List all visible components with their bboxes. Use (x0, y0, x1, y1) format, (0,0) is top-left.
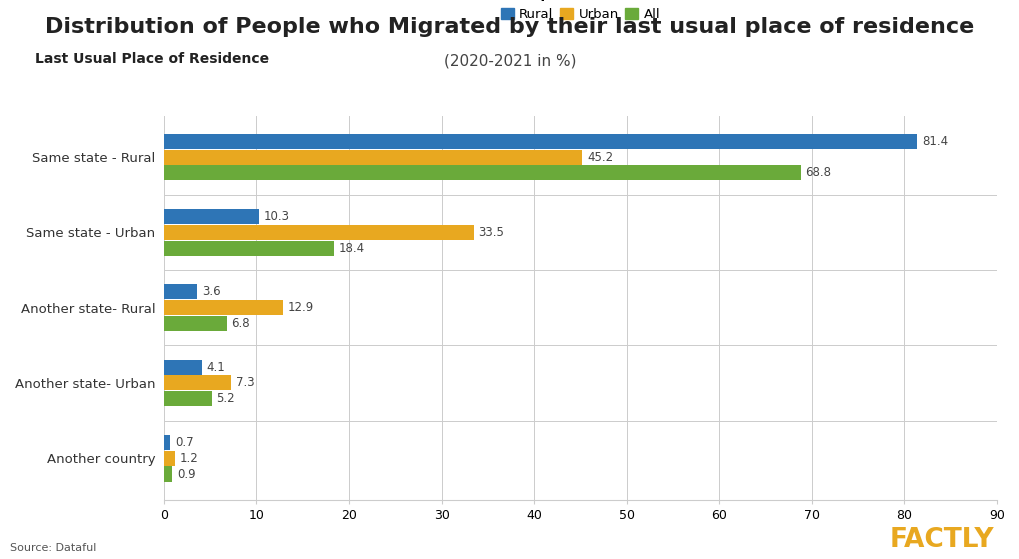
Bar (164, 391, 212, 406)
Bar (164, 209, 259, 224)
Text: 68.8: 68.8 (805, 167, 830, 179)
Text: 5.2: 5.2 (216, 392, 235, 405)
Bar (164, 285, 197, 299)
Text: Last Usual Place of Residence: Last Usual Place of Residence (35, 51, 269, 66)
Text: Distribution of People who Migrated by their last usual place of residence: Distribution of People who Migrated by t… (45, 17, 974, 37)
Bar (164, 240, 334, 255)
Text: (2020-2021 in %): (2020-2021 in %) (443, 53, 576, 68)
Bar (164, 225, 474, 240)
Bar (164, 359, 202, 375)
Text: 4.1: 4.1 (206, 361, 225, 373)
Text: Source: Dataful: Source: Dataful (10, 543, 97, 553)
Legend: Rural, Urban, All: Rural, Urban, All (474, 0, 686, 25)
Bar (164, 316, 226, 331)
Bar (164, 134, 916, 149)
Text: 1.2: 1.2 (179, 452, 198, 465)
Text: 10.3: 10.3 (264, 210, 289, 223)
Bar (164, 149, 582, 164)
Bar (164, 376, 231, 390)
Text: 18.4: 18.4 (338, 241, 365, 255)
Text: 33.5: 33.5 (478, 226, 504, 239)
Bar (164, 451, 175, 466)
Text: 6.8: 6.8 (231, 317, 250, 330)
Text: 3.6: 3.6 (202, 285, 220, 299)
Text: 0.9: 0.9 (176, 467, 196, 481)
Text: 12.9: 12.9 (287, 301, 314, 314)
Text: 0.7: 0.7 (175, 436, 194, 449)
Text: FACTLY: FACTLY (889, 527, 994, 553)
Bar (164, 466, 172, 481)
Bar (164, 165, 800, 181)
Bar (164, 300, 283, 315)
Text: 7.3: 7.3 (235, 376, 255, 390)
Text: 45.2: 45.2 (586, 150, 612, 164)
Text: 81.4: 81.4 (921, 135, 948, 148)
Bar (164, 435, 170, 450)
